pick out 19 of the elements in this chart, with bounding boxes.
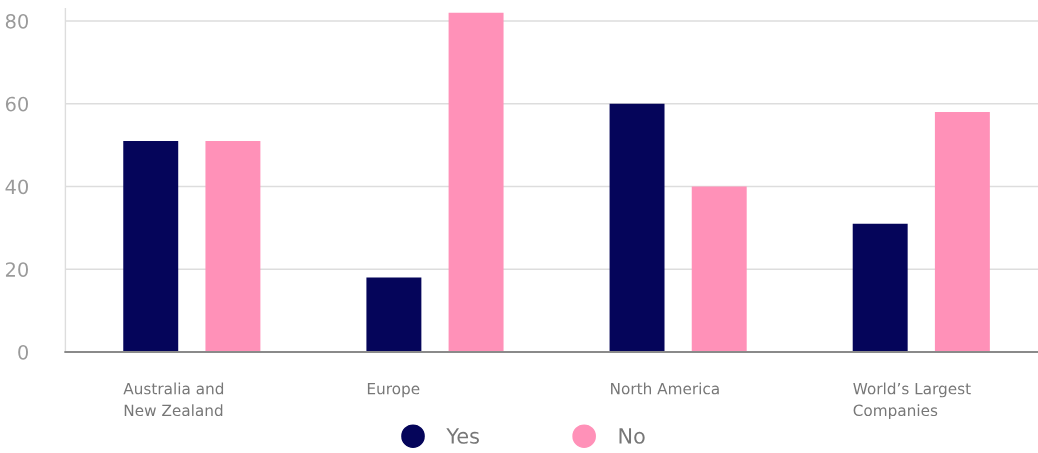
bar (691, 186, 747, 352)
legend-label: Yes (446, 428, 479, 444)
bar (448, 12, 504, 352)
x-tick-label: Australia and New Zealand (123, 382, 224, 417)
y-tick-label: 20 (5, 262, 28, 277)
y-tick-label: 40 (5, 179, 28, 195)
bar (205, 140, 261, 352)
bar (609, 103, 665, 352)
bar (366, 277, 422, 352)
y-tick-label: 80 (5, 13, 28, 29)
bar (123, 140, 179, 352)
y-tick-label: 0 (18, 344, 28, 360)
x-tick-label: North America (611, 382, 719, 395)
bar (852, 223, 908, 352)
x-tick-label: World’s Largest Companies (853, 382, 971, 420)
bar (934, 112, 990, 352)
y-tick-label: 60 (5, 96, 28, 112)
x-tick-label: Europe (367, 383, 420, 398)
legend-label: No (619, 428, 645, 444)
